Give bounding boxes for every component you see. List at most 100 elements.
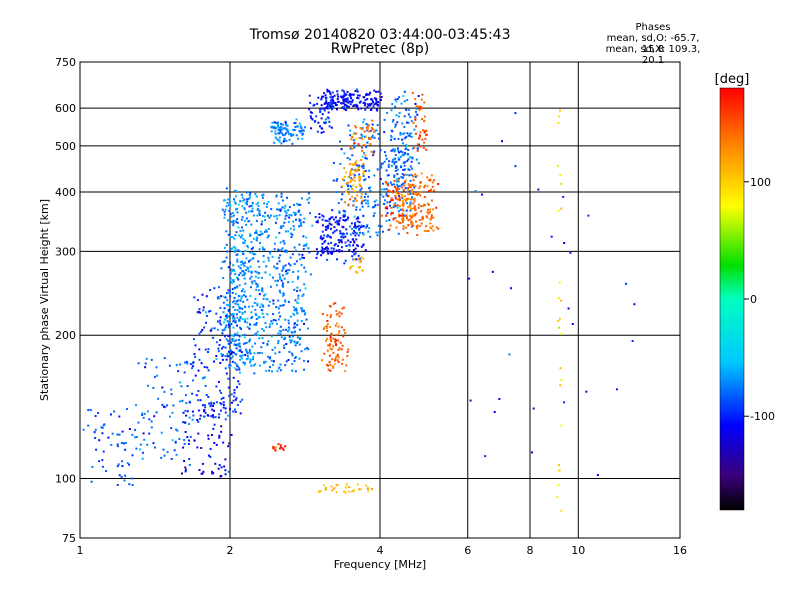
data-point xyxy=(343,201,346,204)
data-point xyxy=(298,253,301,256)
data-point xyxy=(395,197,397,200)
data-point xyxy=(141,451,144,454)
data-point xyxy=(402,209,405,212)
data-point xyxy=(240,263,243,266)
data-point xyxy=(284,120,287,123)
data-point xyxy=(131,477,134,480)
data-point xyxy=(139,448,141,451)
data-point xyxy=(295,309,298,312)
data-point xyxy=(405,217,408,220)
data-point xyxy=(395,160,398,163)
data-point xyxy=(251,305,254,308)
data-point xyxy=(422,217,425,220)
data-point xyxy=(128,463,130,466)
data-point xyxy=(334,342,337,345)
data-point xyxy=(207,414,210,417)
data-point xyxy=(338,241,341,244)
data-point xyxy=(361,128,364,131)
data-point xyxy=(271,348,274,351)
data-point xyxy=(170,427,173,430)
data-point xyxy=(201,472,204,475)
data-point xyxy=(240,351,243,354)
data-point xyxy=(299,338,301,340)
data-point xyxy=(308,196,311,199)
data-point xyxy=(292,326,295,329)
data-point xyxy=(426,185,429,188)
data-point xyxy=(258,337,261,340)
data-point xyxy=(429,179,432,182)
data-point xyxy=(397,115,400,118)
data-point xyxy=(354,90,357,92)
data-point xyxy=(246,203,248,206)
data-point xyxy=(198,358,201,361)
data-point xyxy=(278,260,281,263)
data-point xyxy=(217,467,220,470)
data-point xyxy=(319,108,322,111)
data-point xyxy=(327,242,330,245)
data-point xyxy=(287,359,290,361)
data-point xyxy=(232,315,235,318)
data-point xyxy=(403,164,406,167)
data-point xyxy=(284,217,287,220)
data-point xyxy=(238,311,241,313)
data-point xyxy=(258,293,261,296)
data-point xyxy=(222,277,225,279)
data-point xyxy=(247,305,250,308)
data-point xyxy=(406,153,409,156)
data-point xyxy=(355,103,358,106)
data-point xyxy=(412,202,415,205)
data-point xyxy=(401,215,404,217)
data-point xyxy=(353,146,356,149)
data-point xyxy=(328,90,330,92)
data-point xyxy=(393,203,396,206)
data-point xyxy=(333,244,336,247)
data-point xyxy=(336,359,339,362)
data-point xyxy=(224,355,227,357)
data-point xyxy=(293,246,296,249)
data-point xyxy=(311,118,314,121)
data-point xyxy=(217,380,220,383)
data-point xyxy=(326,323,329,326)
data-point xyxy=(400,164,403,167)
data-point xyxy=(301,295,304,297)
data-point xyxy=(249,196,251,199)
data-point xyxy=(412,122,415,124)
data-point xyxy=(268,357,271,360)
data-point xyxy=(358,165,360,168)
data-point xyxy=(331,96,334,98)
data-point xyxy=(224,335,227,338)
data-point xyxy=(341,234,344,237)
data-point xyxy=(121,460,123,463)
data-point xyxy=(354,126,357,129)
data-point xyxy=(198,348,201,351)
data-point xyxy=(285,360,288,363)
data-point xyxy=(395,100,398,103)
data-point xyxy=(332,231,335,234)
data-point xyxy=(232,326,235,329)
data-point xyxy=(116,445,119,448)
data-point xyxy=(332,351,335,354)
data-point xyxy=(239,400,242,403)
data-point xyxy=(397,210,400,213)
data-point xyxy=(245,257,248,260)
data-point xyxy=(367,202,370,205)
data-point xyxy=(111,432,114,435)
data-point xyxy=(244,249,247,252)
data-point xyxy=(585,390,588,393)
data-point xyxy=(354,180,356,183)
data-point xyxy=(282,224,285,227)
data-point xyxy=(301,253,304,256)
data-point xyxy=(351,93,353,96)
data-point xyxy=(262,316,265,319)
data-point xyxy=(279,291,282,294)
data-point xyxy=(397,194,400,197)
data-point xyxy=(432,216,435,219)
phases-o-stats: mean, sd,O: -65.7, 15.8 xyxy=(606,33,700,55)
data-point xyxy=(309,212,311,215)
data-point xyxy=(220,466,223,469)
data-point xyxy=(278,289,281,292)
data-point xyxy=(295,307,298,310)
data-point xyxy=(631,340,634,342)
data-point xyxy=(248,210,250,213)
data-point xyxy=(396,193,399,196)
